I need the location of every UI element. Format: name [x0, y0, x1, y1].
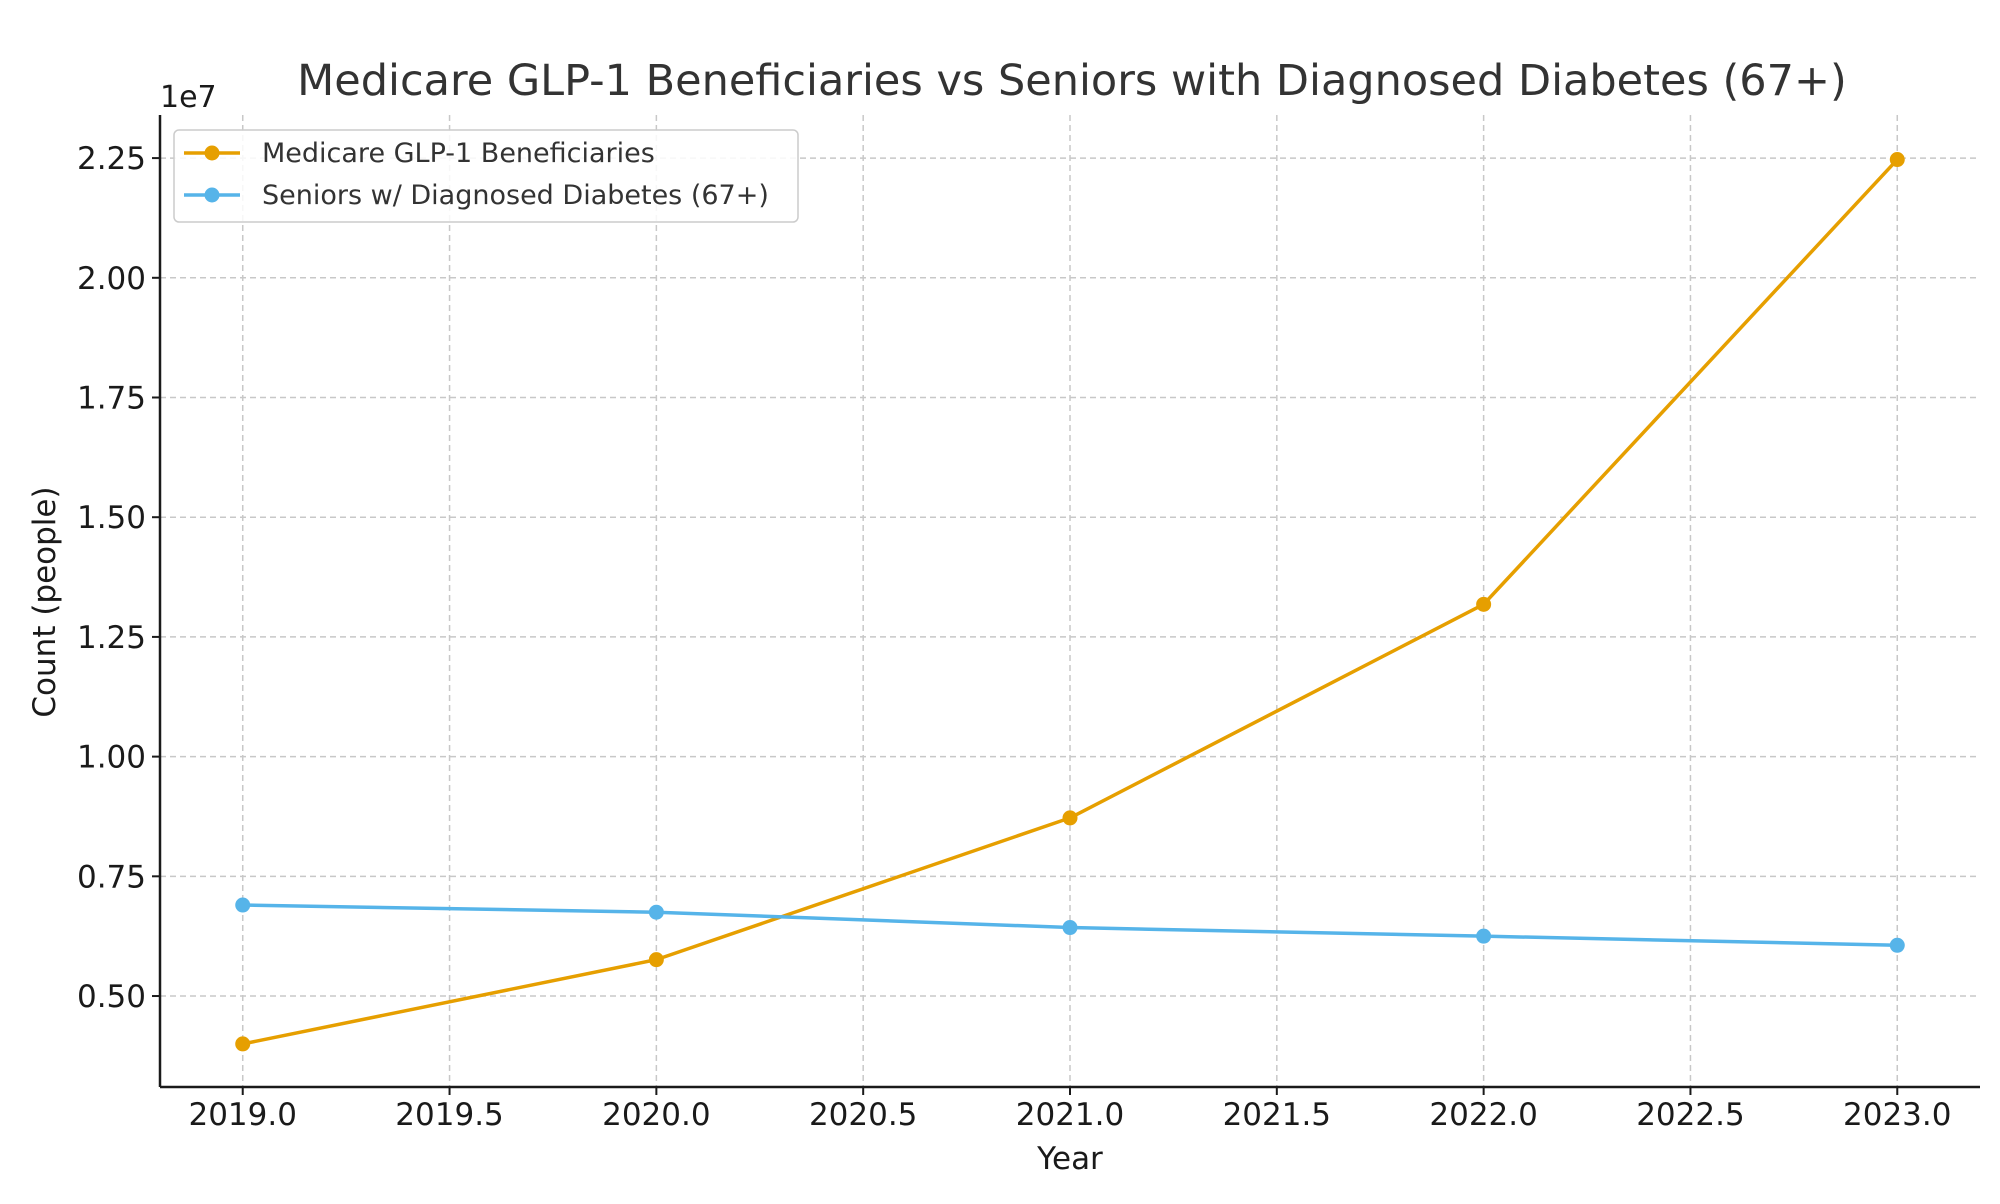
- y-tick-label: 0.50: [77, 979, 146, 1015]
- data-point: [235, 897, 251, 913]
- y-tick-label: 1.25: [77, 620, 146, 656]
- x-tick-label: 2023.0: [1843, 1097, 1951, 1133]
- x-tick-label: 2022.5: [1636, 1097, 1744, 1133]
- x-tick-label: 2019.5: [395, 1097, 503, 1133]
- legend-marker-glp1: [204, 145, 220, 161]
- x-tick-label: 2021.0: [1016, 1097, 1124, 1133]
- x-tick-label: 2020.5: [809, 1097, 917, 1133]
- y-tick-label: 1.50: [77, 500, 146, 536]
- x-tick-label: 2022.0: [1429, 1097, 1537, 1133]
- series-line-0: [242, 158, 1899, 1046]
- y-tick-label: 1.75: [77, 381, 146, 417]
- legend-label-diabetes: Seniors w/ Diagnosed Diabetes (67+): [262, 180, 769, 211]
- data-point: [1476, 596, 1492, 612]
- chart-title: Medicare GLP-1 Beneficiaries vs Seniors …: [297, 56, 1847, 106]
- legend: Medicare GLP-1 Beneficiaries Seniors w/ …: [173, 129, 799, 223]
- legend-label-glp1: Medicare GLP-1 Beneficiaries: [262, 138, 655, 169]
- legend-marker-diabetes: [204, 187, 220, 203]
- data-point: [1889, 152, 1905, 168]
- data-point: [1889, 937, 1905, 953]
- x-axis-label: Year: [1036, 1141, 1103, 1177]
- y-offset-label: 1e7: [160, 80, 217, 115]
- data-point: [1062, 920, 1078, 936]
- y-tick-label: 1.00: [77, 740, 146, 776]
- y-tick-label: 2.25: [77, 141, 146, 177]
- data-point: [1062, 810, 1078, 826]
- legend-box: [173, 129, 799, 223]
- data-point: [235, 1036, 251, 1052]
- data-point: [648, 952, 664, 968]
- data-point: [1476, 928, 1492, 944]
- series-group: [235, 152, 1905, 1052]
- x-tick-label: 2020.0: [602, 1097, 710, 1133]
- x-tick-group: 2019.0 2019.5 2020.0 2020.5 2021.0 2021.5 2022…: [188, 1087, 1952, 1133]
- y-tick-label: 0.75: [77, 859, 146, 895]
- x-tick-label: 2019.0: [188, 1097, 296, 1133]
- data-point: [648, 904, 664, 920]
- y-tick-label: 2.00: [77, 261, 146, 297]
- y-tick-group: 0.50 0.75 1.00 1.25 1.50 1.75 2.00 2.25: [77, 141, 160, 1015]
- y-axis-label: Count (people): [27, 486, 63, 717]
- x-tick-label: 2021.5: [1223, 1097, 1331, 1133]
